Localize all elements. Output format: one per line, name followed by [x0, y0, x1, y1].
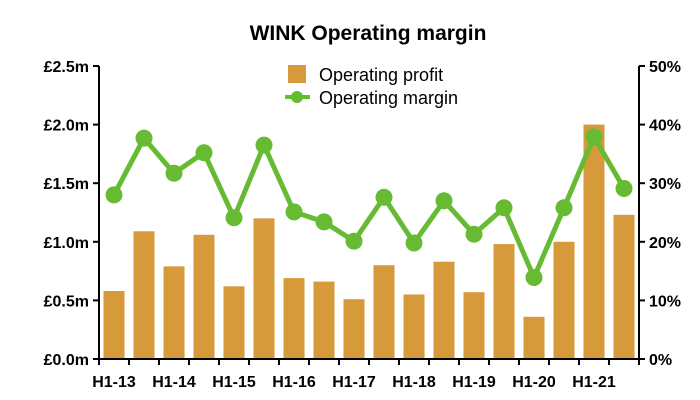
- bar-operating-profit-h2-18: [433, 261, 455, 359]
- left-tick-label: £2.0m: [44, 118, 89, 135]
- right-tick-label: 30%: [649, 176, 681, 193]
- legend-label-operating-margin: Operating margin: [319, 88, 458, 108]
- bar-operating-profit-h2-15: [253, 218, 275, 359]
- point-operating-margin-h1-14: [165, 164, 183, 182]
- point-operating-margin-h2-13: [135, 129, 153, 147]
- bar-operating-profit-h1-15: [223, 286, 245, 359]
- operating-profit-bars: [103, 124, 635, 359]
- x-axis-ticks: H1-13 H1-14 H1-15 H1-16 H1-17 H1-18 H1-19 H1-20…: [92, 359, 640, 391]
- bar-operating-profit-h2-21: [613, 214, 635, 359]
- right-tick-label: 20%: [649, 235, 681, 252]
- bar-operating-profit-h1-16: [283, 278, 305, 359]
- bar-operating-profit-h1-13: [103, 291, 125, 359]
- bar-operating-profit-h2-19: [493, 244, 515, 359]
- x-tick-label: H1-16: [272, 374, 316, 391]
- operating-margin-line: [111, 134, 627, 280]
- x-tick-label: H1-18: [392, 374, 436, 391]
- point-operating-margin-h2-21: [615, 180, 633, 197]
- right-tick-label: 40%: [649, 118, 681, 135]
- right-tick-label: 50%: [649, 59, 681, 76]
- right-tick-label: 10%: [649, 293, 681, 310]
- point-operating-margin-h2-16: [315, 213, 333, 231]
- legend-marker-operating-margin: [291, 91, 303, 103]
- x-tick-label: H1-17: [332, 374, 376, 391]
- point-operating-margin-h1-19: [465, 225, 483, 243]
- point-operating-margin-h2-17: [375, 188, 393, 206]
- left-tick-label: £1.5m: [44, 176, 89, 193]
- left-tick-label: £2.5m: [44, 59, 89, 76]
- x-tick-label: H1-15: [212, 374, 256, 391]
- x-tick-label: H1-13: [92, 374, 136, 391]
- point-operating-margin-h1-20: [525, 269, 543, 286]
- bar-operating-profit-h2-13: [133, 231, 155, 359]
- operating-margin-line-layer: [105, 128, 633, 286]
- bar-operating-profit-h1-21: [583, 124, 605, 359]
- point-operating-margin-h1-17: [345, 232, 363, 250]
- bar-operating-profit-h1-19: [463, 292, 485, 359]
- point-operating-margin-h1-21: [585, 128, 603, 146]
- point-operating-margin-h1-18: [405, 234, 423, 252]
- legend-label-operating-profit: Operating profit: [319, 65, 443, 85]
- right-tick-label: 0%: [649, 352, 672, 369]
- x-tick-label: H1-20: [512, 374, 556, 391]
- bar-operating-profit-h2-14: [193, 234, 215, 359]
- point-operating-margin-h2-15: [255, 136, 273, 154]
- x-tick-label: H1-21: [572, 374, 616, 391]
- bar-operating-profit-h1-18: [403, 294, 425, 359]
- point-operating-margin-h2-19: [495, 199, 513, 217]
- right-axis-ticks: 0% 10% 20% 30% 40% 50%: [639, 59, 681, 369]
- left-tick-label: £1.0m: [44, 235, 89, 252]
- bar-operating-profit-h2-16: [313, 281, 335, 359]
- point-operating-margin-h1-13: [105, 186, 123, 204]
- bar-operating-profit-h2-17: [373, 265, 395, 359]
- left-axis-ticks: £0.0m £0.5m £1.0m £1.5m £2.0m £2.5m: [44, 59, 99, 369]
- point-operating-margin-h2-14: [195, 144, 213, 162]
- point-operating-margin-h1-15: [225, 209, 243, 227]
- x-tick-label: H1-14: [152, 374, 196, 391]
- point-operating-margin-h2-20: [555, 199, 573, 217]
- chart-title: WINK Operating margin: [250, 22, 487, 45]
- point-operating-margin-h2-18: [435, 192, 453, 210]
- chart-legend: Operating profit Operating margin: [285, 65, 458, 108]
- legend-swatch-operating-profit: [288, 65, 306, 83]
- left-tick-label: £0.5m: [44, 293, 89, 310]
- left-tick-label: £0.0m: [44, 352, 89, 369]
- bar-operating-profit-h1-20: [523, 316, 545, 359]
- point-operating-margin-h1-16: [285, 203, 303, 221]
- bar-operating-profit-h2-20: [553, 241, 575, 359]
- bar-operating-profit-h1-14: [163, 266, 185, 359]
- x-tick-label: H1-19: [452, 374, 496, 391]
- bar-operating-profit-h1-17: [343, 299, 365, 359]
